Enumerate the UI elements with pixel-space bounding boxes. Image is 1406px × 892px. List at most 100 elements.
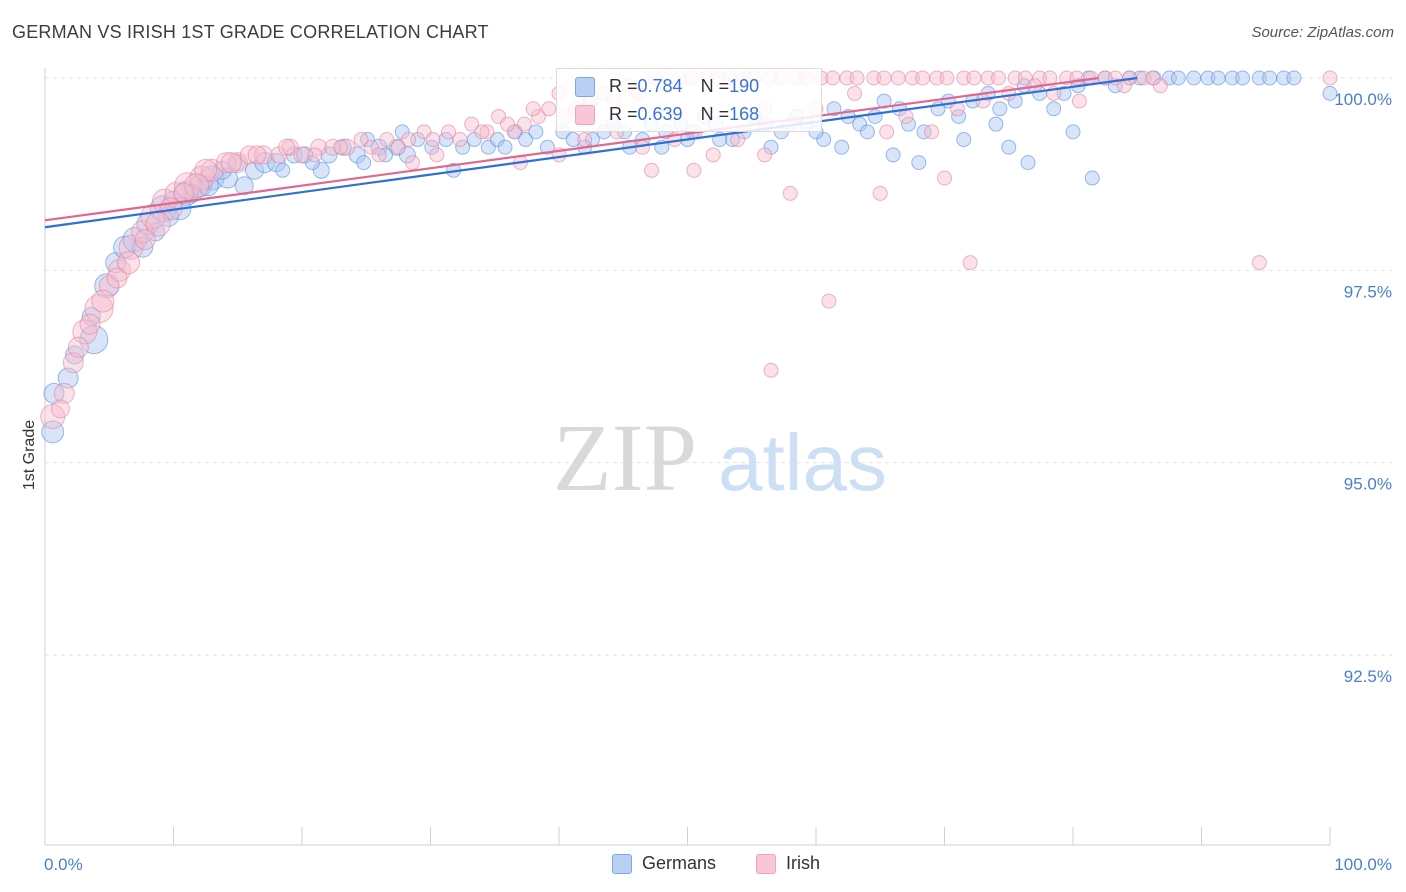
irish-point xyxy=(541,101,557,117)
germans-point xyxy=(763,139,779,155)
stats-r-label: R = xyxy=(609,104,638,124)
stats-n-value: 168 xyxy=(729,104,760,124)
irish-point xyxy=(915,70,931,86)
germans-point xyxy=(489,132,505,148)
germans-point xyxy=(370,138,388,156)
germans-point xyxy=(356,155,372,171)
irish-point xyxy=(53,382,75,404)
germans-point xyxy=(1210,70,1226,86)
stats-swatch-germans xyxy=(575,76,595,97)
irish-point xyxy=(525,101,541,117)
irish-point xyxy=(239,145,259,165)
germans-point xyxy=(1001,139,1017,155)
germans-point xyxy=(916,124,932,140)
legend-item-irish[interactable]: Irish xyxy=(756,853,820,874)
watermark-atlas: atlas xyxy=(718,418,887,507)
irish-point xyxy=(106,267,128,289)
irish-point xyxy=(293,146,311,164)
germans-point xyxy=(1322,85,1338,101)
irish-point xyxy=(904,70,920,86)
germans-point xyxy=(1286,70,1302,86)
germans-point xyxy=(565,132,581,148)
irish-point xyxy=(929,70,945,86)
germans-point xyxy=(1065,124,1081,140)
germans-point xyxy=(424,139,440,155)
irish-point xyxy=(966,70,982,86)
irish-point xyxy=(872,185,888,201)
irish-point xyxy=(956,70,972,86)
legend: Germans Irish xyxy=(0,850,1406,880)
irish-trend-line xyxy=(44,76,1099,222)
irish-point xyxy=(253,145,273,165)
y-axis-label: 1st Grade xyxy=(21,420,38,490)
irish-point xyxy=(50,399,70,419)
germans-point xyxy=(41,420,65,444)
irish-point xyxy=(474,124,490,140)
series-irish-points xyxy=(40,70,1338,430)
watermark-zip: ZIP xyxy=(553,404,697,511)
irish-point xyxy=(939,70,955,86)
legend-swatch-irish xyxy=(756,853,776,874)
irish-point xyxy=(479,124,495,140)
germans-trend-line xyxy=(44,76,1138,229)
germans-point xyxy=(497,139,513,155)
y-tick-label: 95.0% xyxy=(1344,475,1392,494)
irish-point xyxy=(924,124,940,140)
germans-point xyxy=(65,345,85,365)
irish-point xyxy=(890,70,906,86)
irish-point xyxy=(79,313,101,335)
legend-item-germans[interactable]: Germans xyxy=(612,853,716,874)
irish-point xyxy=(353,132,369,148)
germans-point xyxy=(1224,70,1240,86)
irish-point xyxy=(879,124,895,140)
irish-point xyxy=(108,258,132,282)
irish-point xyxy=(1007,70,1023,86)
irish-point xyxy=(98,275,120,297)
germans-point xyxy=(852,116,868,132)
chart-title: GERMAN VS IRISH 1ST GRADE CORRELATION CH… xyxy=(12,22,489,42)
x-tick-label-start: 0.0% xyxy=(44,855,83,874)
irish-point xyxy=(1152,78,1168,94)
legend-label-germans: Germans xyxy=(642,853,717,873)
germans-point xyxy=(859,124,875,140)
tick-labels: 92.5% 95.0% 97.5% 100.0% 0.0% 100.0% xyxy=(44,90,1392,874)
germans-point xyxy=(378,147,394,163)
germans-point xyxy=(113,235,137,259)
germans-point xyxy=(312,161,330,179)
germans-point xyxy=(1020,155,1036,171)
germans-point xyxy=(1200,70,1216,86)
legend-swatch-germans xyxy=(612,853,632,874)
irish-point xyxy=(371,147,387,163)
germans-point xyxy=(528,124,544,140)
germans-point xyxy=(1046,101,1062,117)
irish-point xyxy=(577,132,593,148)
irish-point xyxy=(390,139,406,155)
irish-point xyxy=(1069,70,1085,86)
germans-point xyxy=(1170,70,1186,86)
germans-point xyxy=(988,116,1004,132)
y-tick-label: 97.5% xyxy=(1344,282,1392,301)
germans-point xyxy=(1084,170,1100,186)
germans-point xyxy=(834,139,850,155)
irish-point xyxy=(757,147,773,163)
stats-row-germans: R = 0.784 N = 190 xyxy=(575,76,759,97)
stats-swatch-irish xyxy=(575,104,595,125)
irish-point xyxy=(215,152,237,174)
irish-point xyxy=(67,336,89,358)
germans-point xyxy=(1186,70,1202,86)
germans-point xyxy=(1262,70,1278,86)
irish-point xyxy=(401,132,417,148)
stats-n-value: 190 xyxy=(729,76,760,96)
axes xyxy=(44,68,1331,846)
irish-point xyxy=(506,124,522,140)
source-label: Source: ZipAtlas.com xyxy=(1251,24,1394,41)
germans-point xyxy=(81,306,101,326)
irish-point xyxy=(730,132,746,148)
irish-point xyxy=(839,70,855,86)
irish-point xyxy=(705,147,721,163)
irish-point xyxy=(333,139,349,155)
irish-point xyxy=(452,132,468,148)
irish-point xyxy=(310,138,328,156)
watermark: ZIP atlas xyxy=(553,404,887,511)
